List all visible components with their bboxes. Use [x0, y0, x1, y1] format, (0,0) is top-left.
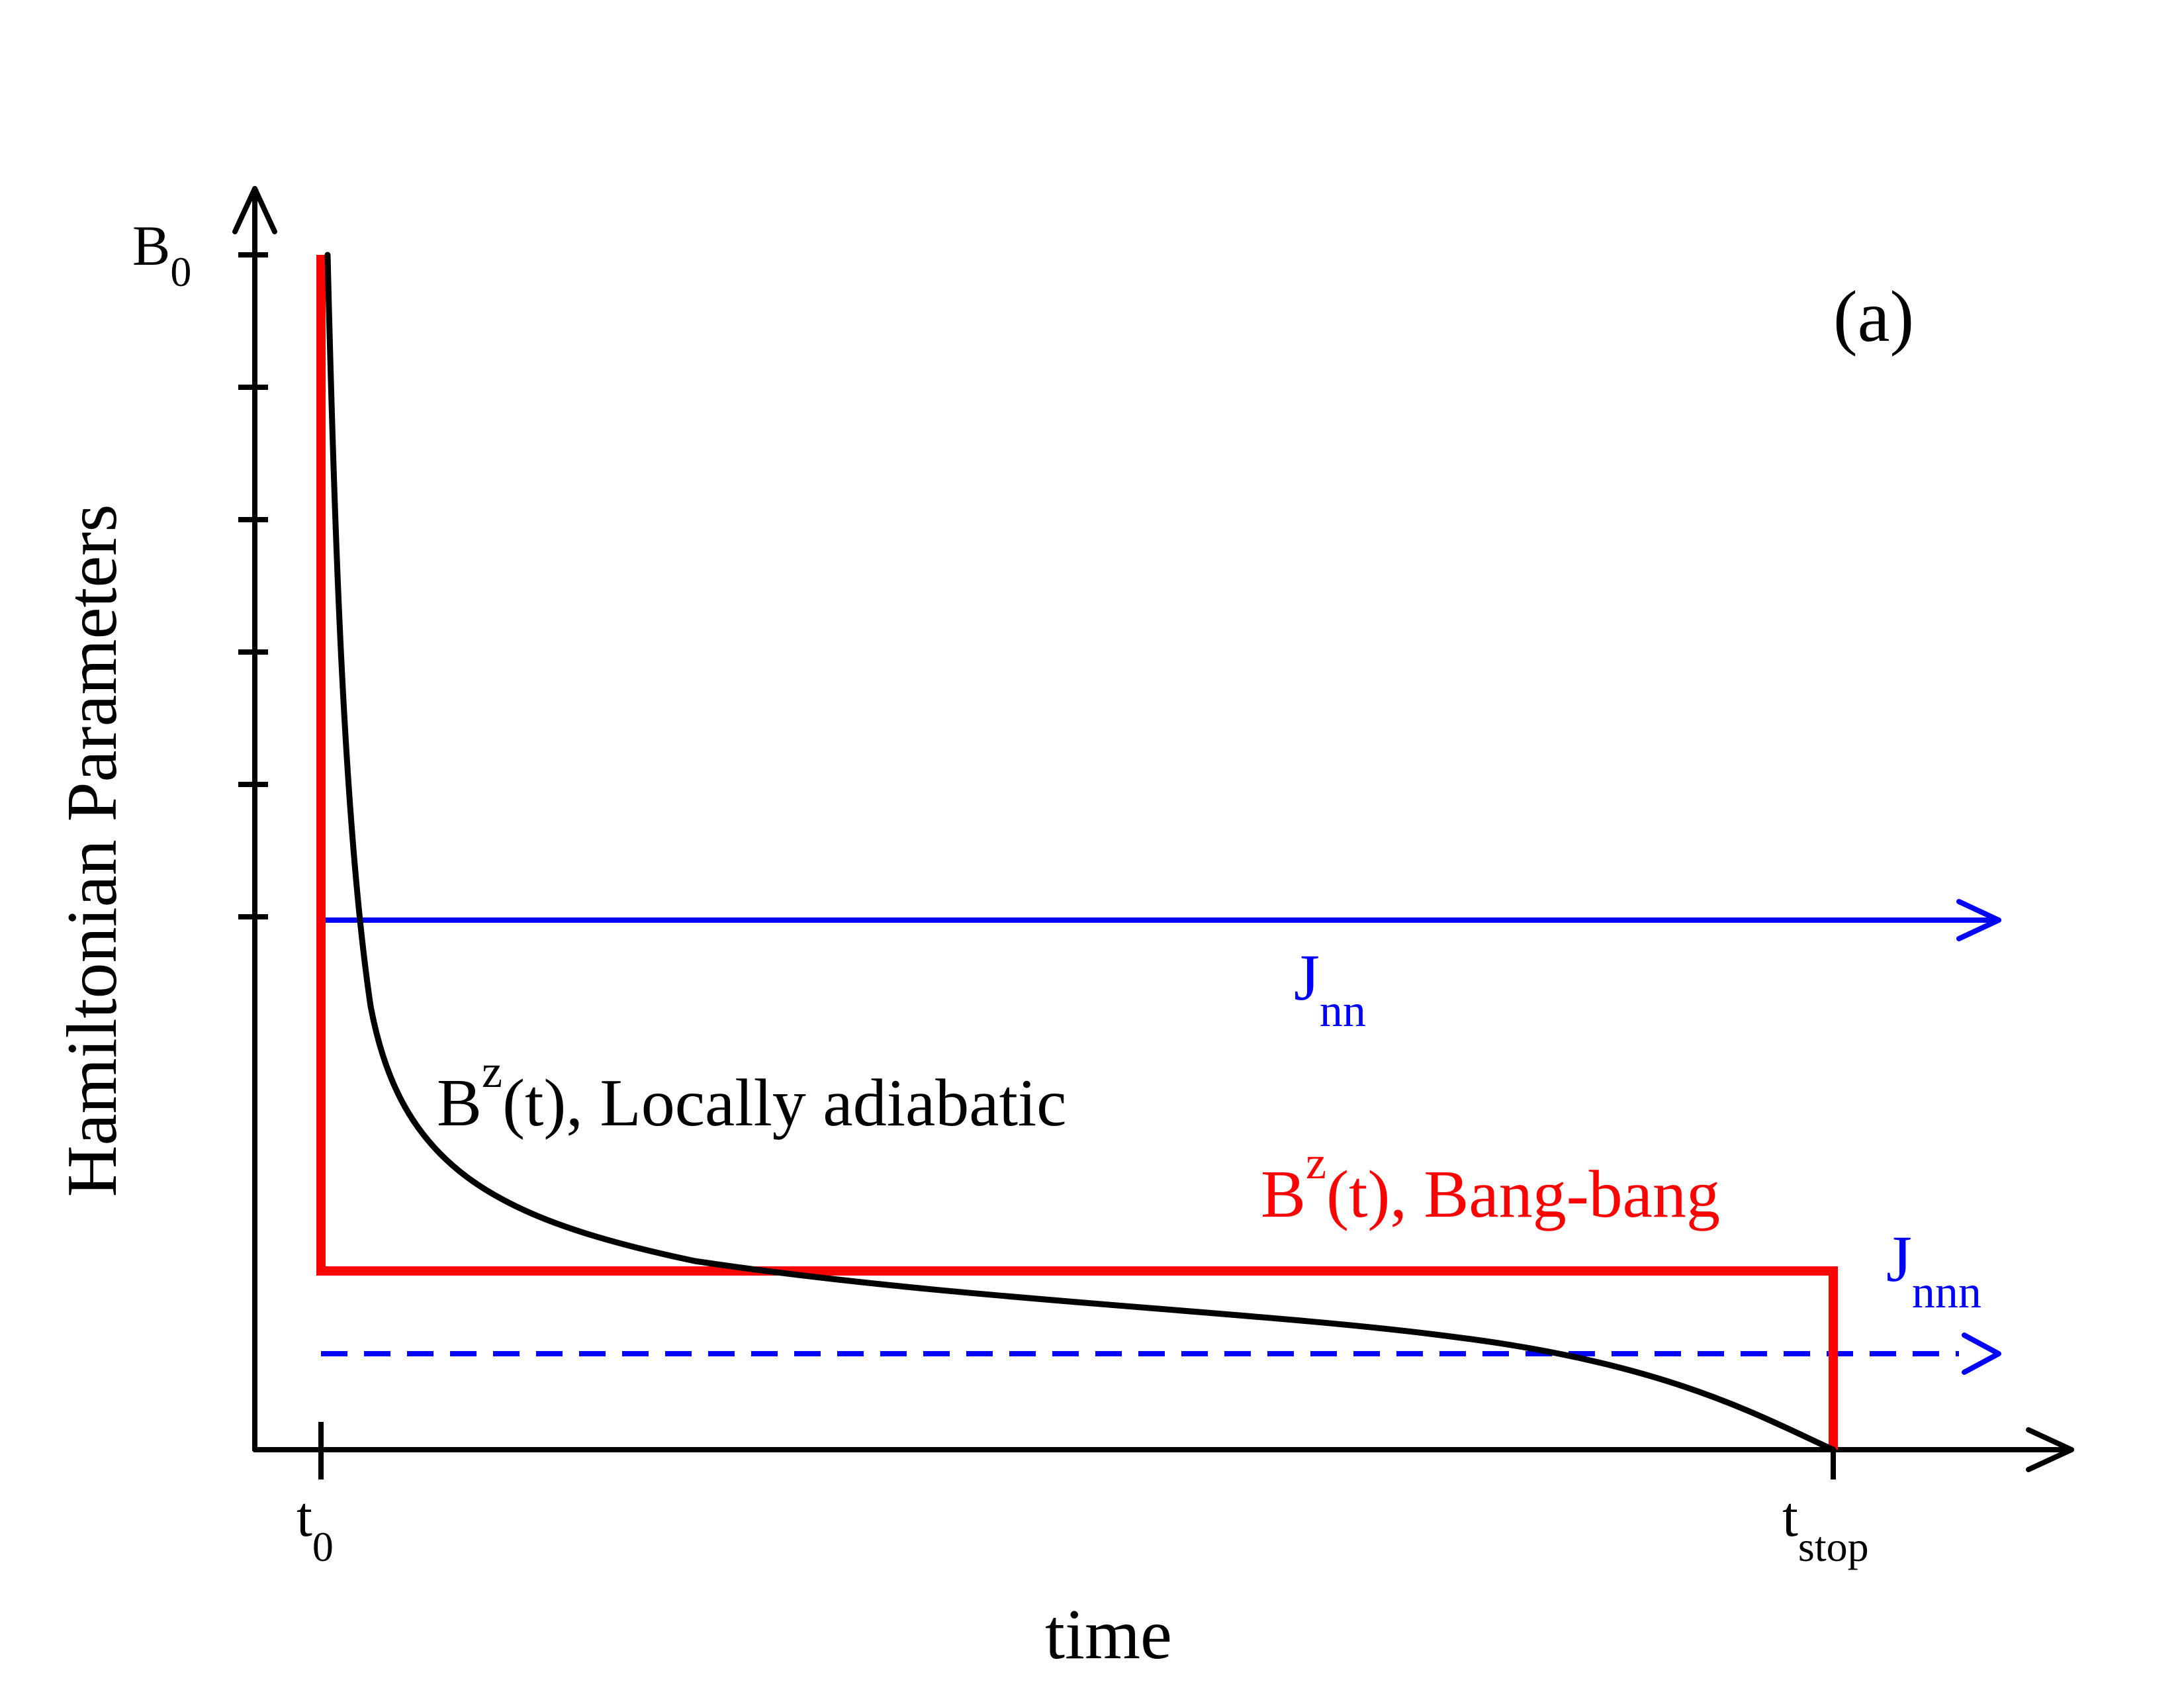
j-nn-label-base: J	[1294, 941, 1320, 1014]
y-axis-title: Hamiltonian Parameters	[53, 504, 132, 1197]
locally-adiabatic-label-base: B	[437, 1066, 482, 1141]
bang-bang-label-rest: (t), Bang-bang	[1326, 1157, 1720, 1232]
j-nn-arrowhead	[1956, 899, 2001, 941]
panel-label: (a)	[1833, 276, 1914, 357]
axes	[232, 186, 2074, 1472]
y-top-label-base: B	[132, 214, 170, 277]
y-top-label-sub: 0	[170, 248, 191, 295]
j-nn-label-sub: nn	[1320, 986, 1366, 1037]
x-tick-label-t0: t0	[296, 1485, 334, 1570]
x-axis-title: time	[1045, 1595, 1172, 1674]
bang-bang-label-sup: z	[1306, 1138, 1326, 1189]
locally-adiabatic-curve	[324, 252, 1837, 1453]
locally-adiabatic-label-sup: z	[482, 1047, 502, 1098]
j-nnn-line	[321, 1333, 2001, 1375]
locally-adiabatic-label-rest: (t), Locally adiabatic	[502, 1066, 1066, 1141]
bang-bang-label-base: B	[1261, 1157, 1306, 1232]
y-axis-arrowhead	[232, 186, 277, 234]
x-tick-label-t0-sub: 0	[312, 1523, 334, 1570]
x-tick-label-tstop-sub: stop	[1798, 1523, 1869, 1570]
j-nnn-label: Jnnn	[1886, 1222, 1981, 1318]
y-top-label: B0	[132, 214, 191, 295]
x-tick-label-t0-base: t	[296, 1485, 312, 1548]
x-tick-label-tstop: tstop	[1782, 1485, 1869, 1570]
j-nnn-label-base: J	[1886, 1222, 1912, 1295]
x-tick-label-tstop-base: t	[1782, 1485, 1798, 1548]
x-axis-arrowhead	[2026, 1427, 2074, 1472]
bang-bang-label: Bz(t), Bang-bang	[1261, 1138, 1720, 1232]
j-nnn-label-sub: nnn	[1912, 1267, 1981, 1318]
j-nn-label: Jnn	[1294, 941, 1366, 1037]
locally-adiabatic-label: Bz(t), Locally adiabatic	[437, 1047, 1067, 1141]
y-axis-ticks	[238, 252, 268, 919]
bang-bang-curve	[316, 255, 1838, 1450]
j-nn-line	[318, 899, 2001, 941]
j-nnn-arrowhead	[1962, 1333, 2001, 1375]
